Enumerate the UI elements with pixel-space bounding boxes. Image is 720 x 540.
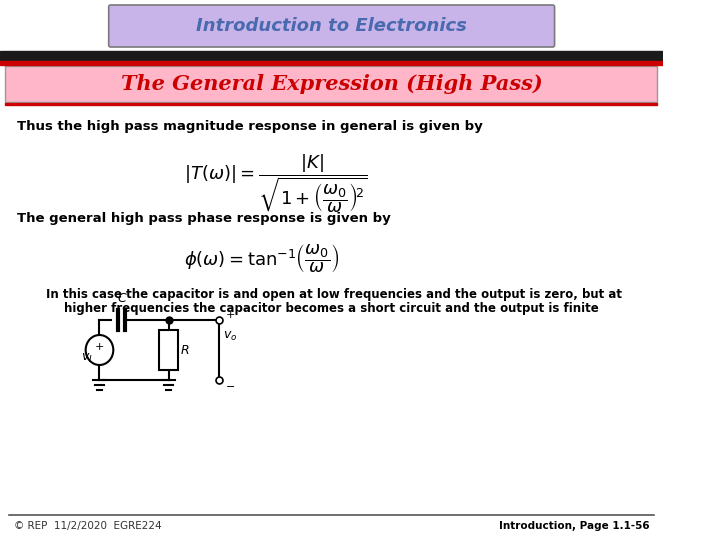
Text: $v_o$: $v_o$ [223, 329, 238, 342]
Text: C: C [117, 292, 126, 305]
Text: In this case the capacitor is and open at low frequencies and the output is zero: In this case the capacitor is and open a… [46, 288, 622, 301]
Bar [0, 51, 663, 60]
Text: $|T(\omega)| = \dfrac{|K|}{\sqrt{1+\left(\dfrac{\omega_0}{\omega}\right)^{\!2}}}: $|T(\omega)| = \dfrac{|K|}{\sqrt{1+\left… [184, 152, 368, 215]
Text: © REP  11/2/2020  EGRE224: © REP 11/2/2020 EGRE224 [14, 521, 161, 531]
Bar [4, 103, 657, 105]
Text: higher frequencies the capacitor becomes a short circuit and the output is finit: higher frequencies the capacitor becomes… [65, 302, 599, 315]
Text: $-$: $-$ [225, 380, 235, 390]
Text: The General Expression (High Pass): The General Expression (High Pass) [121, 74, 542, 94]
Text: $+$: $+$ [225, 309, 235, 321]
Text: Thus the high pass magnitude response in general is given by: Thus the high pass magnitude response in… [17, 120, 482, 133]
Bar [4, 66, 657, 102]
Text: $+$: $+$ [94, 341, 104, 353]
Bar [0, 61, 663, 65]
Bar [159, 330, 178, 370]
FancyBboxPatch shape [109, 5, 554, 47]
Text: R: R [181, 343, 189, 356]
Text: Introduction to Electronics: Introduction to Electronics [196, 17, 467, 35]
Text: $\phi(\omega) = \tan^{-1}\!\left(\dfrac{\omega_0}{\omega}\right)$: $\phi(\omega) = \tan^{-1}\!\left(\dfrac{… [184, 242, 340, 275]
Text: The general high pass phase response is given by: The general high pass phase response is … [17, 212, 390, 225]
Text: Introduction, Page 1.1-56: Introduction, Page 1.1-56 [499, 521, 649, 531]
Text: $v_I$: $v_I$ [81, 352, 92, 365]
